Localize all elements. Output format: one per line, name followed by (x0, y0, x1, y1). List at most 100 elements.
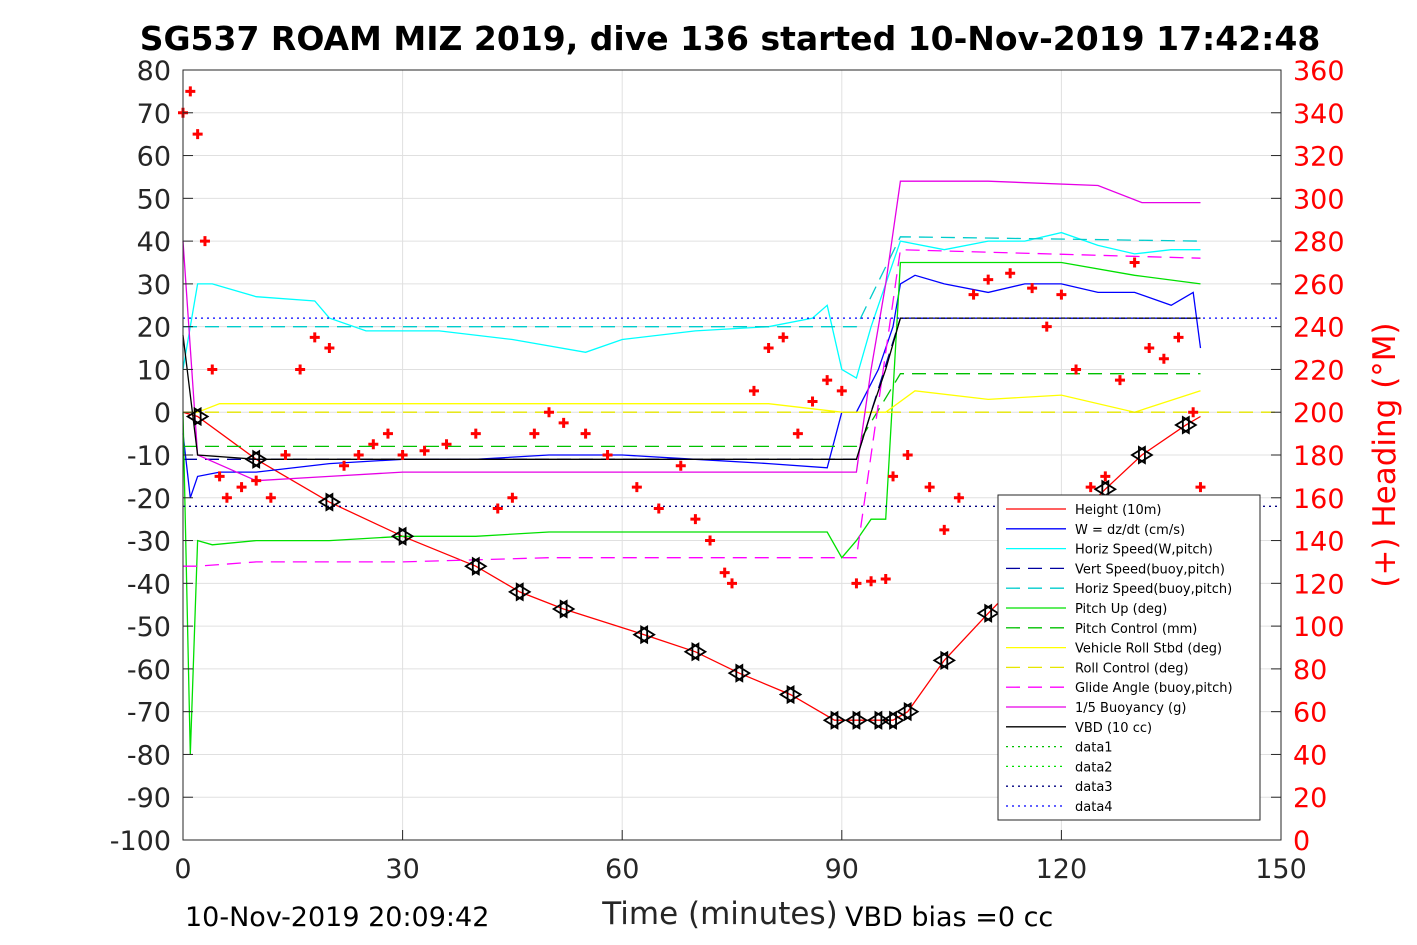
legend-label: data4 (1075, 800, 1113, 815)
dive-marker-right (852, 710, 869, 730)
heading-marker (265, 492, 276, 503)
dive-marker-right (640, 625, 656, 645)
dive-marker-right (325, 492, 342, 512)
heading-marker (199, 236, 210, 247)
y-tick-label: -10 (127, 441, 171, 472)
heading-marker (529, 428, 540, 439)
heading-marker (1071, 364, 1082, 375)
y-tick-label: 40 (137, 227, 171, 258)
x-axis-label: Time (minutes) (601, 896, 837, 932)
heading-marker (880, 574, 891, 585)
y2-tick-label: 240 (1293, 313, 1345, 344)
y2-axis-label: (+) Heading (°M) (1367, 322, 1403, 587)
heading-marker (602, 450, 613, 460)
legend-label: data2 (1075, 760, 1113, 775)
x-tick-label: 90 (825, 854, 859, 885)
series-line-4 (183, 236, 1201, 328)
heading-marker (295, 364, 306, 375)
y-tick-label: 60 (137, 142, 171, 173)
heading-marker (309, 332, 320, 343)
y2-tick-label: 60 (1293, 698, 1327, 729)
chart-title: SG537 ROAM MIZ 2019, dive 136 started 10… (140, 19, 1321, 58)
y-tick-label: 50 (137, 184, 171, 215)
legend-label: Height (10m) (1075, 503, 1161, 518)
heading-marker (1041, 321, 1052, 332)
heading-marker (866, 576, 877, 587)
dive-marker-right (1138, 445, 1154, 465)
heading-marker (507, 492, 518, 503)
x-tick-label: 120 (1036, 854, 1088, 885)
heading-marker (185, 86, 196, 97)
y2-tick-label: 80 (1293, 655, 1327, 686)
x-tick-label: 150 (1255, 854, 1307, 885)
x-tick-label: 60 (605, 854, 639, 885)
heading-marker (214, 471, 225, 482)
heading-marker (851, 578, 862, 589)
series-line-10 (182, 180, 1201, 482)
y-tick-label: -100 (110, 826, 171, 857)
heading-marker (748, 385, 759, 396)
y2-tick-label: 340 (1293, 99, 1345, 130)
heading-marker (631, 482, 642, 493)
heading-marker (339, 460, 350, 471)
legend-label: Vert Speed(buoy,pitch) (1075, 562, 1225, 577)
heading-marker (902, 450, 913, 460)
y2-tick-label: 220 (1293, 355, 1345, 386)
dive-marker-right (193, 406, 210, 427)
heading-marker (924, 482, 935, 493)
heading-marker (1129, 257, 1140, 268)
dive-marker-right (559, 599, 576, 619)
heading-marker (1188, 407, 1199, 418)
heading-marker (324, 343, 335, 354)
dive-markers (185, 406, 1198, 730)
heading-marker (207, 364, 218, 375)
series-line-7 (183, 390, 1201, 413)
y-tick-label: -90 (127, 783, 171, 814)
y-tick-label: -70 (127, 698, 171, 729)
heading-marker (558, 417, 569, 428)
y-tick-label: 20 (137, 313, 171, 344)
dive-marker-right (471, 556, 488, 576)
y2-tick-label: 200 (1293, 398, 1345, 429)
y-axis-right: 3603403203002802602402202001801601401201… (1271, 56, 1345, 857)
legend-label: Pitch Control (mm) (1075, 622, 1197, 637)
heading-marker (888, 471, 899, 482)
heading-marker (251, 475, 262, 486)
heading-marker (397, 450, 408, 460)
dive-marker-right (252, 449, 268, 469)
heading-marker (470, 428, 481, 439)
heading-marker (236, 482, 247, 493)
heading-marker (1100, 471, 1111, 482)
heading-marker (419, 445, 430, 456)
series-line-6 (183, 373, 1201, 448)
y2-tick-label: 20 (1293, 783, 1327, 814)
series-line-11 (182, 317, 1201, 460)
dive-marker-right (889, 710, 905, 730)
dive-marker-right (984, 603, 1000, 623)
heading-marker (580, 428, 591, 439)
heading-marker (192, 129, 203, 140)
heading-marker (1056, 289, 1067, 300)
y2-tick-label: 40 (1293, 740, 1327, 771)
heading-marker (353, 450, 364, 460)
legend-label: Horiz Speed(W,pitch) (1075, 543, 1213, 558)
heading-marker (492, 503, 503, 514)
heading-marker (1027, 283, 1038, 294)
dive-marker-right (786, 684, 803, 705)
y2-tick-label: 100 (1293, 612, 1345, 643)
y-tick-label: -30 (127, 527, 171, 558)
heading-marker (368, 439, 379, 450)
heading-marker (690, 514, 701, 525)
y-tick-label: 80 (137, 56, 171, 87)
dive-marker-right (830, 710, 847, 730)
footer-timestamp: 10-Nov-2019 20:09:42 (185, 902, 489, 933)
legend: Height (10m) W = dz/dt (cm/s) Horiz Speed(… (997, 494, 1261, 821)
legend-label: Vehicle Roll Stbd (deg) (1075, 642, 1222, 657)
heading-marker (441, 439, 452, 450)
y2-tick-label: 280 (1293, 227, 1345, 258)
y-tick-label: 30 (137, 270, 171, 301)
y2-tick-label: 180 (1293, 441, 1345, 472)
y2-tick-label: 0 (1293, 826, 1310, 857)
heading-marker (653, 503, 664, 514)
